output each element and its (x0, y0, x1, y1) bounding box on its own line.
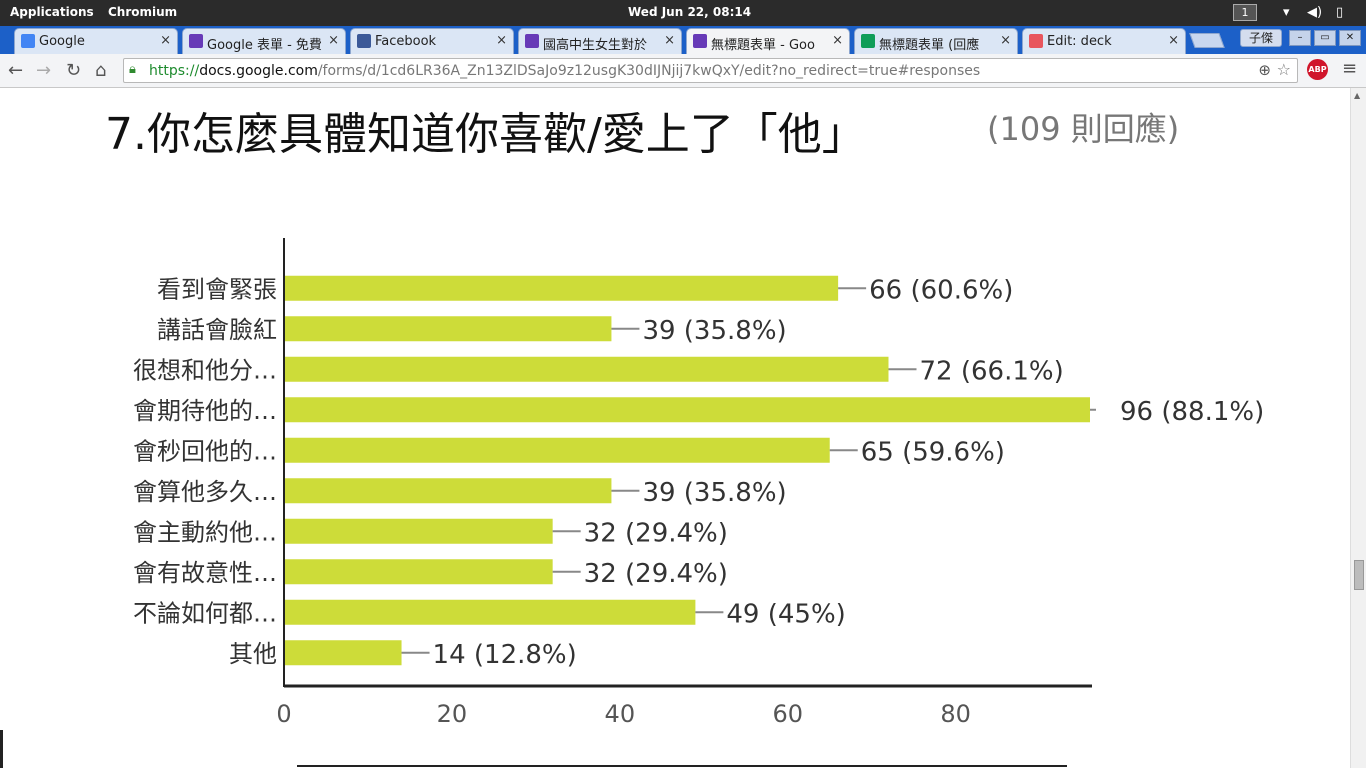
volume-icon[interactable]: ◀) (1307, 5, 1323, 20)
close-tab-icon[interactable]: × (1168, 33, 1179, 48)
category-label: 看到會緊張 (157, 275, 277, 303)
chart-bar (284, 275, 839, 301)
power-icon[interactable]: ▯ (1336, 5, 1344, 20)
new-tab-button[interactable] (1189, 33, 1225, 48)
page-content: 7.你怎麼具體知道你喜歡/愛上了「他」 (109 則回應) 看到會緊張 66 (6… (0, 88, 1350, 768)
browser-tab[interactable]: 無標題表單 - Goo × (686, 28, 850, 54)
profile-button[interactable]: 子傑 (1240, 29, 1282, 47)
category-label: 會期待他的… (133, 397, 277, 425)
value-label: 49 (45%) (726, 599, 845, 629)
minimize-button[interactable]: – (1289, 30, 1311, 46)
browser-tab[interactable]: 無標題表單 (回應 × (854, 28, 1018, 54)
secure-lock-icon[interactable]: 🔒︎ (129, 62, 136, 77)
tab-label: 國高中生女生對於 (543, 38, 648, 53)
tab-label: Facebook (375, 34, 437, 49)
x-tick-label: 40 (605, 700, 636, 728)
response-count: (109 則回應) (987, 110, 1180, 148)
value-label: 39 (35.8%) (642, 316, 786, 346)
close-tab-icon[interactable]: × (664, 33, 675, 48)
category-label: 很想和他分… (133, 356, 277, 384)
maximize-button[interactable]: ▭ (1314, 30, 1336, 46)
value-label: 72 (66.1%) (920, 356, 1064, 386)
applications-menu[interactable]: Applications (10, 5, 94, 19)
category-label: 會有故意性… (133, 559, 277, 587)
chart-bar (284, 356, 889, 382)
responses-bar-chart: 看到會緊張 66 (60.6%) 講話會臉紅 39 (35.8%) 很想和他分… 72 (… (133, 238, 1264, 728)
adblock-plus-icon[interactable]: ABP (1307, 59, 1328, 80)
value-label: 39 (35.8%) (642, 478, 786, 508)
x-tick-label: 60 (772, 700, 803, 728)
chart-bar (284, 316, 612, 342)
url-text[interactable]: https://docs.google.com/forms/d/1cd6LR36… (149, 63, 981, 79)
chart-bar (284, 640, 402, 666)
question-title: 7.你怎麼具體知道你喜歡/愛上了「他」 (105, 109, 866, 160)
chart-bar (284, 437, 830, 463)
forward-icon[interactable]: → (36, 60, 52, 81)
address-bar[interactable]: 🔒︎ https://docs.google.com/forms/d/1cd6L… (123, 58, 1298, 83)
chart-bar (284, 397, 1090, 423)
category-label: 講話會臉紅 (157, 316, 277, 344)
tab-label: 無標題表單 (回應 (879, 38, 980, 53)
chart-bottom-rule (297, 765, 1067, 767)
chart-bar (284, 478, 612, 504)
tab-label: Google 表單 - 免費 (207, 38, 322, 53)
chart-bar (284, 518, 553, 544)
category-label: 其他 (229, 640, 277, 668)
facebook-icon (357, 34, 371, 48)
x-tick-label: 0 (276, 700, 291, 728)
slides-icon (1029, 34, 1043, 48)
close-window-button[interactable]: ✕ (1339, 30, 1361, 46)
workspace-indicator[interactable]: 1 (1233, 4, 1257, 21)
value-label: 96 (88.1%) (1120, 397, 1264, 427)
tab-label: Edit: deck (1047, 34, 1112, 49)
wifi-icon[interactable]: ▾ (1283, 5, 1290, 20)
active-app-name[interactable]: Chromium (108, 5, 178, 19)
close-tab-icon[interactable]: × (496, 33, 507, 48)
scroll-up-icon[interactable]: ▲ (1354, 91, 1361, 100)
system-clock[interactable]: Wed Jun 22, 08:14 (628, 5, 752, 19)
home-icon[interactable]: ⌂ (95, 60, 107, 81)
browser-tab[interactable]: Google × (14, 28, 178, 54)
value-label: 32 (29.4%) (584, 559, 728, 589)
reload-icon[interactable]: ↻ (66, 60, 82, 81)
google-icon (21, 34, 35, 48)
back-icon[interactable]: ← (8, 60, 24, 81)
tab-label: Google (39, 34, 85, 49)
system-top-bar: Applications Chromium Wed Jun 22, 08:14 … (0, 0, 1366, 26)
browser-menu-icon[interactable]: ≡ (1342, 58, 1358, 79)
category-label: 會算他多久… (133, 478, 277, 506)
forms-icon (525, 34, 539, 48)
forms-icon (189, 34, 203, 48)
browser-tab[interactable]: Google 表單 - 免費 × (182, 28, 346, 54)
scrollbar-thumb[interactable] (1354, 560, 1364, 590)
browser-toolbar: ← → ↻ ⌂ 🔒︎ https://docs.google.com/forms… (0, 54, 1366, 88)
close-tab-icon[interactable]: × (1000, 33, 1011, 48)
chart-bar (284, 599, 696, 625)
bookmark-star-icon[interactable]: ☆ (1276, 60, 1291, 79)
browser-tab[interactable]: 國高中生女生對於 × (518, 28, 682, 54)
close-tab-icon[interactable]: × (328, 33, 339, 48)
value-label: 14 (12.8%) (433, 640, 577, 670)
browser-tab[interactable]: Edit: deck × (1022, 28, 1186, 54)
vertical-scrollbar[interactable]: ▲ (1350, 88, 1366, 768)
browser-tab[interactable]: Facebook × (350, 28, 514, 54)
value-label: 65 (59.6%) (861, 437, 1005, 467)
sheets-icon (861, 34, 875, 48)
category-label: 不論如何都… (133, 599, 277, 627)
category-label: 會主動約他… (133, 518, 277, 546)
tab-label: 無標題表單 - Goo (711, 38, 815, 53)
left-edge-marker (0, 730, 3, 768)
category-label: 會秒回他的… (133, 437, 277, 465)
x-tick-label: 80 (940, 700, 971, 728)
close-tab-icon[interactable]: × (160, 33, 171, 48)
forms-icon (693, 34, 707, 48)
zoom-icon[interactable]: ⊕ (1258, 61, 1271, 79)
x-tick-label: 20 (437, 700, 468, 728)
value-label: 66 (60.6%) (869, 275, 1013, 305)
value-label: 32 (29.4%) (584, 518, 728, 548)
close-tab-icon[interactable]: × (832, 33, 843, 48)
tab-strip: Google × Google 表單 - 免費 × Facebook × 國高中生女生對於 ×… (0, 26, 1366, 54)
chart-bar (284, 559, 553, 585)
